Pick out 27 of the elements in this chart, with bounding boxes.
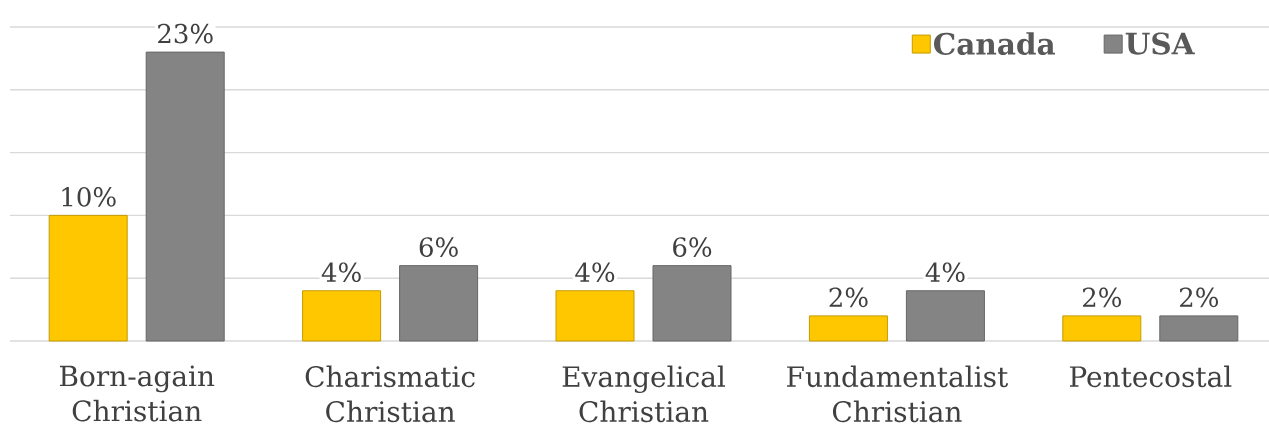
- data-label: 10%: [62, 187, 116, 207]
- x-tick-label: Born-again Christian: [59, 365, 215, 422]
- data-label: 2%: [1082, 287, 1121, 308]
- bar: [1159, 315, 1239, 342]
- data-label: 6%: [673, 237, 712, 257]
- x-tick-label: Evangelical Christian: [562, 365, 726, 423]
- x-tick-label: Pentecostal: [1069, 365, 1232, 388]
- bar: [808, 315, 888, 342]
- bar: [905, 290, 985, 342]
- data-label: 2%: [1179, 287, 1218, 308]
- data-label: 23%: [158, 23, 213, 44]
- bar: [1062, 315, 1142, 342]
- data-label: 4%: [321, 262, 361, 283]
- legend-label: USA: [1125, 32, 1195, 55]
- data-label: 4%: [925, 262, 965, 283]
- bar: [652, 265, 732, 342]
- x-tick-label: Fundamentalist Christian: [787, 365, 1009, 423]
- bar: [48, 214, 128, 342]
- bar: [399, 265, 479, 342]
- data-label: 6%: [419, 237, 458, 257]
- data-label: 2%: [829, 287, 868, 308]
- x-tick-label: Charismatic Christian: [305, 365, 475, 423]
- bar: [145, 51, 225, 342]
- bar: [302, 290, 382, 342]
- data-label: 4%: [575, 262, 615, 283]
- legend-label: Canada: [934, 32, 1055, 55]
- bar: [555, 290, 635, 342]
